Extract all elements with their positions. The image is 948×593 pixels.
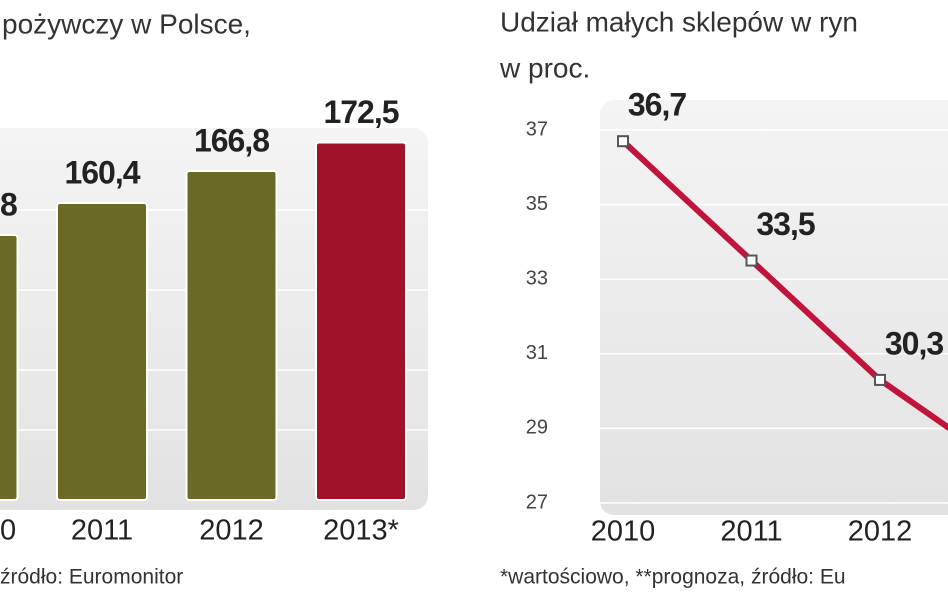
data-label: 172,5: [323, 94, 398, 130]
bar: [315, 141, 407, 501]
y-tick-label: 31: [526, 342, 548, 364]
data-label: 160,4: [64, 154, 140, 190]
chart-title: Udział małych sklepów w ryn: [500, 6, 858, 37]
bar: [56, 202, 148, 501]
x-tick-label: 2013*: [323, 515, 399, 547]
line: [620, 138, 948, 431]
source: *wartościowo, **prognoza, źródło: Eu: [500, 566, 846, 589]
x-tick-label: 2011: [720, 516, 782, 548]
chart-subtitle: w proc.: [499, 52, 590, 83]
data-label: 36,7: [628, 87, 686, 123]
x-tick-label: 2011: [71, 515, 133, 547]
chart-title: pożywczy w Polsce,: [2, 8, 251, 39]
data-label: 30,3: [885, 325, 943, 361]
x-tick-label: 0: [0, 515, 16, 547]
data-label: 166,8: [194, 122, 269, 158]
data-label: 8: [0, 186, 17, 222]
point: [617, 135, 629, 148]
point: [874, 373, 886, 386]
bar: [185, 170, 278, 501]
source: źródło: Euromonitor: [0, 566, 183, 589]
y-tick-label: 35: [526, 193, 548, 215]
plot-background: [600, 100, 948, 515]
point: [745, 254, 758, 267]
x-tick-label: 2010: [591, 516, 656, 548]
x-tick-label: 2012: [848, 516, 913, 548]
y-tick-label: 33: [526, 267, 548, 289]
data-label: 33,5: [756, 206, 814, 242]
x-tick-label: 2012: [199, 515, 264, 547]
bar: [0, 234, 19, 501]
y-tick-label: 29: [526, 417, 548, 439]
y-tick-label: 27: [526, 491, 548, 513]
y-tick-label: 37: [526, 118, 548, 140]
